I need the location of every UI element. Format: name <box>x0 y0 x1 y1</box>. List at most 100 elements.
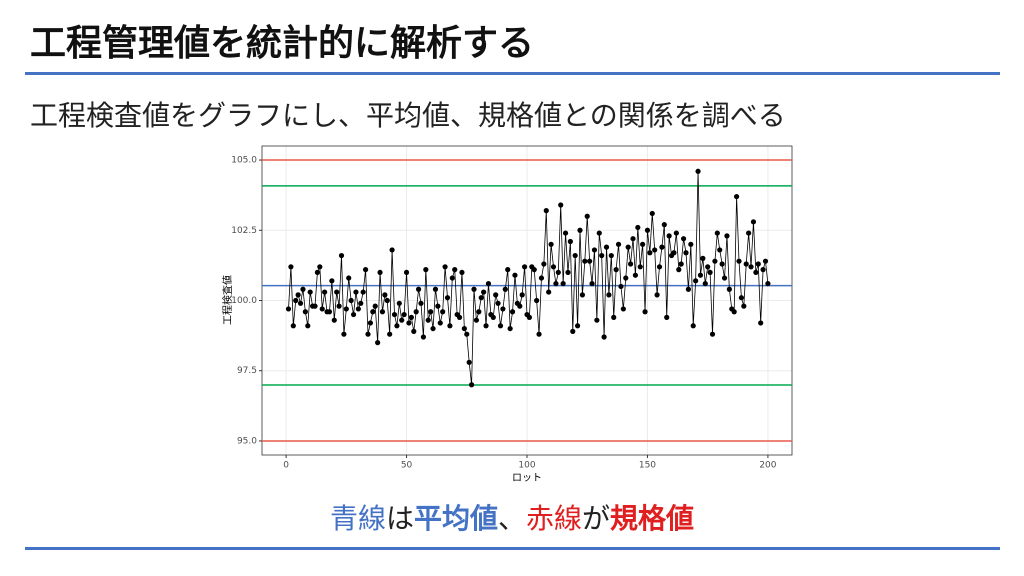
data-point <box>731 309 737 315</box>
data-point <box>678 261 684 267</box>
data-point <box>495 300 501 306</box>
data-point <box>555 269 561 276</box>
data-point <box>302 309 308 315</box>
data-point <box>362 267 369 273</box>
data-point <box>437 320 443 326</box>
data-point <box>543 208 549 214</box>
data-point <box>471 286 477 292</box>
data-point <box>724 233 730 239</box>
data-point <box>468 382 475 388</box>
data-point <box>548 241 554 247</box>
data-point <box>714 230 720 236</box>
data-point <box>481 289 487 295</box>
data-point <box>705 264 711 270</box>
data-point <box>317 264 323 270</box>
data-point <box>671 250 677 256</box>
data-point <box>312 303 318 309</box>
data-point <box>630 236 636 242</box>
data-point <box>726 286 732 292</box>
data-point <box>442 264 448 270</box>
data-point <box>497 323 504 329</box>
data-point <box>517 303 523 309</box>
caption-text: が <box>582 502 611 535</box>
data-point <box>625 244 631 250</box>
data-point <box>307 289 313 295</box>
data-point <box>700 255 706 261</box>
slide-subtitle: 工程検査値をグラフにし、平均値、規格値との関係を調べる <box>30 99 786 132</box>
data-point <box>353 289 359 295</box>
data-point <box>290 323 296 329</box>
caption-text: 赤線 <box>526 502 583 535</box>
data-point <box>334 289 340 295</box>
y-axis-label: 工程検査値 <box>221 275 234 325</box>
data-point <box>519 292 525 298</box>
data-point <box>329 278 335 284</box>
data-point <box>464 331 470 337</box>
data-point <box>640 241 646 247</box>
data-point <box>603 244 610 250</box>
data-point <box>541 261 547 267</box>
data-point <box>367 320 374 326</box>
data-point <box>637 264 643 270</box>
data-point <box>560 281 566 287</box>
slide-title: 工程管理値を統計的に解析する <box>30 23 535 64</box>
data-point <box>396 300 402 306</box>
data-point <box>599 252 605 259</box>
data-point <box>642 309 648 315</box>
data-point <box>741 303 747 309</box>
data-point <box>550 264 557 270</box>
data-point <box>574 323 581 329</box>
data-point <box>611 314 617 320</box>
data-point <box>389 247 395 253</box>
data-point <box>719 261 725 267</box>
data-point <box>502 286 508 292</box>
data-point <box>336 303 342 309</box>
data-point <box>476 309 482 315</box>
data-point <box>473 317 480 323</box>
data-point <box>490 314 496 320</box>
data-point <box>394 323 400 329</box>
data-point <box>738 295 745 301</box>
data-point <box>493 292 499 298</box>
data-point <box>391 311 398 318</box>
data-point <box>632 272 639 278</box>
data-point <box>430 325 436 332</box>
data-point <box>647 250 653 256</box>
data-point <box>456 314 463 320</box>
data-point <box>587 258 593 264</box>
data-point <box>683 250 689 256</box>
data-point <box>762 258 769 264</box>
data-point <box>322 289 328 295</box>
data-point <box>399 317 405 323</box>
data-point <box>483 323 489 329</box>
data-point <box>355 306 361 312</box>
data-point <box>591 247 598 253</box>
data-point <box>350 311 357 318</box>
data-point <box>440 309 446 315</box>
data-point <box>666 233 672 239</box>
data-point <box>288 264 294 270</box>
data-point <box>420 334 427 340</box>
y-tick-label: 97.5 <box>237 366 257 376</box>
data-point <box>346 275 352 281</box>
data-point <box>295 292 301 298</box>
data-point <box>596 230 602 236</box>
data-point <box>618 283 624 290</box>
caption-text: 青線 <box>329 502 386 535</box>
data-point <box>567 238 573 245</box>
data-point <box>606 292 612 298</box>
data-point <box>370 309 376 315</box>
data-point <box>627 261 634 267</box>
y-tick-label: 100.0 <box>231 296 257 306</box>
data-point <box>570 328 576 334</box>
data-point <box>297 300 304 306</box>
data-point <box>478 295 484 301</box>
data-point <box>546 289 552 295</box>
data-point <box>411 328 417 334</box>
data-point <box>331 317 337 323</box>
data-point <box>435 303 441 309</box>
data-point <box>712 258 718 264</box>
caption-text: 、 <box>497 502 526 535</box>
data-point <box>382 292 388 298</box>
